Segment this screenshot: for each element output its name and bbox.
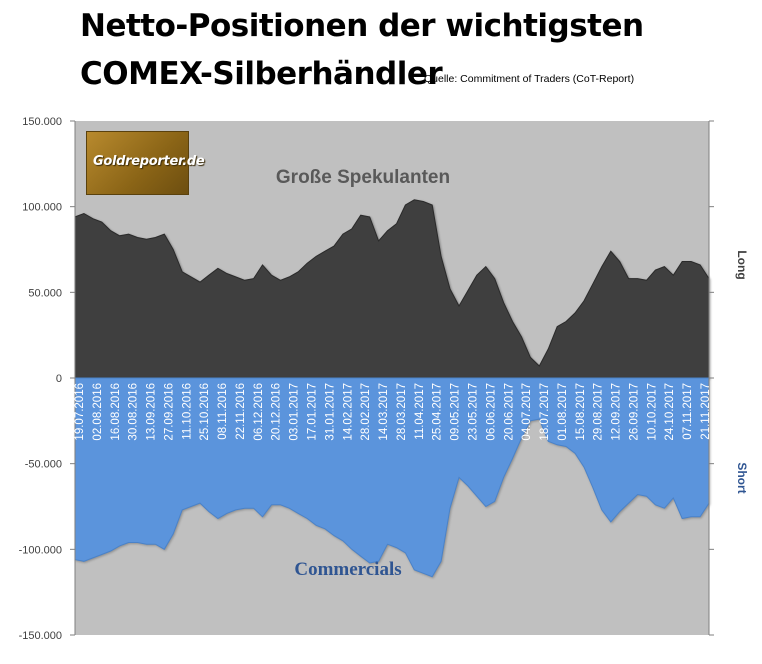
x-tick-label: 12.09.2017 <box>611 383 623 441</box>
x-tick-label: 24.10.2017 <box>664 383 676 441</box>
x-tick-label: 04.07.2017 <box>521 383 533 441</box>
y-tick-label: 150.000 <box>22 116 62 128</box>
chart-title-line-1: Netto-Positionen der wichtigsten <box>80 8 644 44</box>
y-tick-label: 0 <box>56 373 62 385</box>
x-tick-label: 27.09.2016 <box>163 383 175 441</box>
goldreporter-logo: Goldreporter.de <box>86 131 205 195</box>
x-tick-label: 07.11.2017 <box>682 383 694 440</box>
y-tick-label: -150.000 <box>19 630 62 642</box>
x-tick-label: 06.12.2016 <box>253 383 265 441</box>
x-tick-label: 14.02.2017 <box>342 383 354 441</box>
x-tick-label: 16.08.2016 <box>110 383 122 441</box>
x-tick-label: 02.08.2016 <box>92 383 104 441</box>
x-tick-label: 28.02.2017 <box>360 383 372 441</box>
x-tick-label: 13.09.2016 <box>146 383 158 441</box>
x-tick-label: 10.10.2017 <box>646 383 658 441</box>
x-tick-label: 20.06.2017 <box>503 383 515 441</box>
x-tick-label: 11.10.2016 <box>181 383 193 440</box>
x-tick-label: 21.11.2017 <box>700 383 712 440</box>
y-tick-label: -50.000 <box>25 459 62 471</box>
short-label: Short <box>735 462 749 493</box>
x-tick-label: 22.11.2016 <box>235 383 247 440</box>
x-tick-label: 11.04.2017 <box>414 383 426 440</box>
source-note: Quelle: Commitment of Traders (CoT-Repor… <box>424 73 635 85</box>
x-tick-label: 09.05.2017 <box>450 383 462 441</box>
logo-text: Goldreporter.de <box>93 154 205 169</box>
y-tick-label: -100.000 <box>19 544 62 556</box>
x-tick-label: 29.08.2017 <box>593 383 605 441</box>
x-tick-label: 14.03.2017 <box>378 383 390 441</box>
x-tick-label: 15.08.2017 <box>575 383 587 441</box>
y-tick-label: 50.000 <box>28 287 62 299</box>
chart-title-line-2: COMEX-Silberhändler <box>80 56 443 92</box>
x-tick-label: 30.08.2016 <box>128 383 140 441</box>
x-tick-label: 25.10.2016 <box>199 383 211 441</box>
x-tick-label: 18.07.2017 <box>539 383 551 441</box>
x-tick-label: 25.04.2017 <box>432 383 444 441</box>
x-tick-label: 28.03.2017 <box>396 383 408 441</box>
x-tick-label: 23.05.2017 <box>468 383 480 441</box>
speculators-area <box>74 199 710 379</box>
x-tick-label: 03.01.2017 <box>289 383 301 441</box>
x-tick-label: 19.07.2016 <box>74 383 86 441</box>
x-tick-label: 08.11.2016 <box>217 383 229 440</box>
x-tick-label: 20.12.2016 <box>271 383 283 441</box>
y-tick-label: 100.000 <box>22 202 62 214</box>
x-tick-label: 01.08.2017 <box>557 383 569 441</box>
x-tick-label: 06.06.2017 <box>485 383 497 441</box>
x-tick-label: 17.01.2017 <box>307 383 319 441</box>
x-tick-label: 31.01.2017 <box>324 383 336 441</box>
x-tick-label: 26.09.2017 <box>629 383 641 441</box>
commercials-series-label: Commercials <box>294 559 401 580</box>
speculators-series-label: Große Spekulanten <box>276 167 450 188</box>
commercials-area <box>74 377 710 578</box>
long-label: Long <box>735 250 749 279</box>
